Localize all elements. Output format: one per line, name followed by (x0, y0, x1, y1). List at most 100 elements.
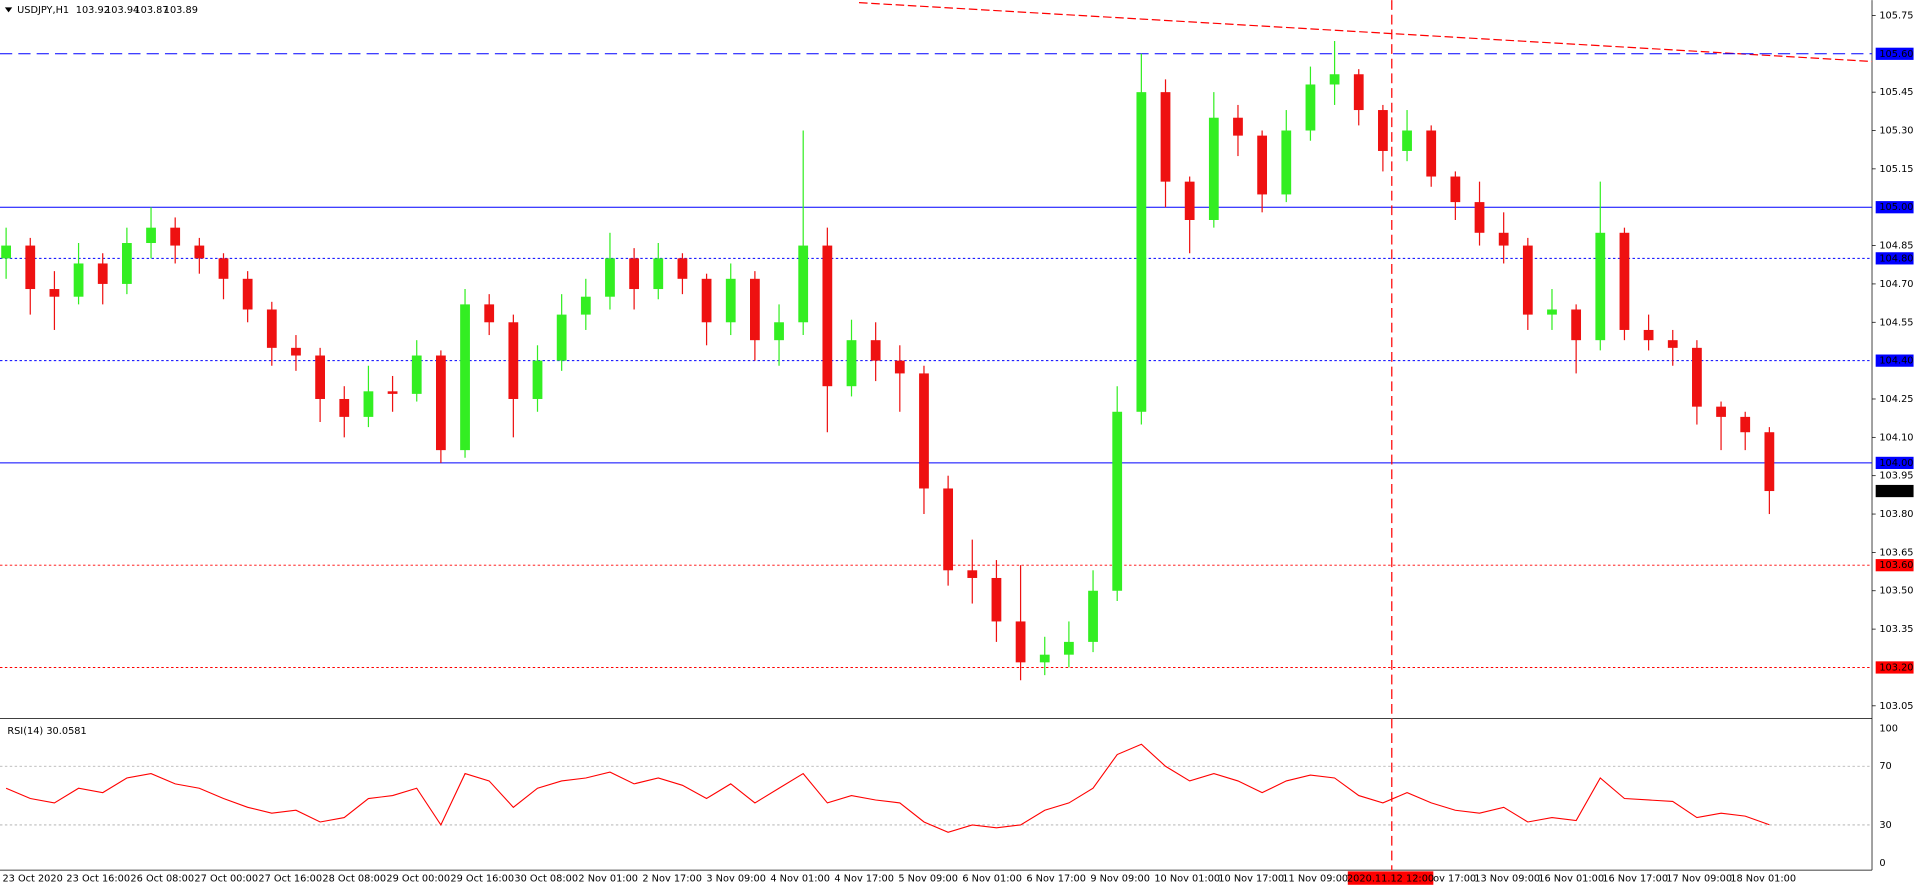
x-tick-label: 18 Nov 01:00 (1730, 874, 1796, 885)
candle-body (49, 289, 60, 297)
candle-body (1160, 92, 1171, 182)
x-tick-label: 6 Nov 01:00 (962, 874, 1022, 885)
collapse-icon[interactable] (4, 7, 13, 13)
header-value: 103.92 (76, 5, 110, 16)
candle-body (1426, 130, 1437, 177)
x-tick-label: 28 Oct 08:00 (322, 874, 386, 885)
candle-body (653, 258, 664, 290)
candle-body (919, 373, 929, 489)
y-tick-label: 104.55 (1879, 317, 1913, 328)
rsi-line (5, 743, 1770, 833)
candle-body (1015, 621, 1026, 663)
x-tick-label: 29 Oct 00:00 (386, 874, 450, 885)
candle-body (121, 243, 132, 284)
candle-body (1474, 202, 1485, 233)
candle-body (774, 322, 784, 341)
candle-body (991, 577, 1002, 622)
candle-body (870, 340, 881, 361)
x-tick-label: 2 Nov 17:00 (642, 874, 702, 885)
candle-body (73, 263, 84, 297)
candle-body (894, 360, 905, 374)
x-tick-label: 26 Oct 08:00 (130, 874, 194, 885)
y-tick-label: 103.35 (1879, 624, 1913, 635)
candle-body (1595, 232, 1606, 341)
candle-body (1619, 232, 1630, 330)
x-tick-label: 11 Nov 09:00 (1282, 874, 1348, 885)
x-tick-label: 16 Nov 17:00 (1602, 874, 1668, 885)
x-tick-label: 4 Nov 01:00 (770, 874, 830, 885)
candle-body (1547, 309, 1557, 315)
y-tick-label: 103.50 (1879, 586, 1913, 597)
y-tick-label: 105.30 (1879, 126, 1913, 137)
level-label: 103.20 (1879, 662, 1913, 673)
candle-body (339, 398, 350, 417)
candle-body (967, 570, 978, 578)
y-tick-label: 105.75 (1879, 10, 1913, 21)
header-value: 103.94 (105, 5, 139, 16)
bid-label-box (1875, 484, 1914, 498)
candle-body (484, 304, 495, 323)
trendline (858, 2, 1873, 63)
candle-body (1716, 406, 1726, 417)
x-tick-label: 9 Nov 09:00 (1090, 874, 1150, 885)
candle-body (1039, 654, 1050, 663)
rsi-title: RSI(14) 30.0581 (7, 726, 86, 737)
candle-body (1184, 181, 1195, 221)
level-label-box (1875, 201, 1914, 214)
level-label: 104.80 (1879, 253, 1913, 264)
time-marker-label: 2020.11.12 12:00 (1347, 874, 1434, 885)
candle-body (460, 304, 470, 451)
candle-body (822, 245, 833, 387)
bid-label: 103.89 (1879, 486, 1913, 497)
level-label-box (1875, 456, 1914, 470)
level-label-box (1875, 47, 1914, 60)
candle-body (1088, 590, 1098, 642)
candle-body (97, 263, 108, 284)
y-tick-label: 103.95 (1879, 471, 1913, 482)
candle-body (556, 314, 567, 361)
x-tick-label: 27 Oct 00:00 (194, 874, 258, 885)
x-tick-label: 12 Nov 17:00 (1410, 874, 1476, 885)
candle-body (943, 488, 954, 571)
y-tick-label: 103.80 (1879, 509, 1913, 520)
candle-body (1498, 232, 1509, 246)
x-tick-label: 16 Nov 01:00 (1538, 874, 1604, 885)
level-label-box (1875, 661, 1914, 674)
level-label-box (1875, 252, 1914, 265)
candle-body (315, 355, 326, 399)
level-label: 105.60 (1879, 49, 1913, 60)
y-tick-label: 100 (1879, 723, 1898, 734)
candle-body (1329, 74, 1340, 85)
y-tick-label: 30 (1879, 820, 1891, 831)
candle-body (1233, 117, 1243, 136)
x-tick-label: 23 Oct 16:00 (66, 874, 130, 885)
symbol-title: USDJPY,H1 (17, 5, 69, 16)
candle-body (1450, 176, 1461, 203)
candle-body (1257, 135, 1268, 195)
candle-body (242, 278, 253, 310)
candle-body (1, 245, 11, 259)
candle-body (1764, 432, 1775, 492)
x-tick-label: 10 Nov 17:00 (1218, 874, 1284, 885)
candle-body (218, 258, 229, 279)
y-tick-label: 103.05 (1879, 701, 1913, 712)
candle-body (1692, 347, 1702, 407)
x-tick-label: 13 Nov 09:00 (1474, 874, 1540, 885)
y-tick-label: 104.10 (1879, 432, 1913, 443)
x-tick-label: 4 Nov 17:00 (834, 874, 894, 885)
candle-body (387, 391, 398, 394)
candle-body (1136, 92, 1147, 412)
x-tick-label: 10 Nov 01:00 (1154, 874, 1220, 885)
candle-body (629, 258, 640, 290)
y-tick-label: 104.25 (1879, 394, 1913, 405)
x-tick-label: 17 Nov 09:00 (1666, 874, 1732, 885)
x-tick-label: 2 Nov 01:00 (578, 874, 638, 885)
header-value: 103.87 (134, 5, 168, 16)
x-tick-label: 29 Oct 16:00 (450, 874, 514, 885)
candle-body (1378, 110, 1388, 151)
candle-body (1353, 74, 1364, 111)
x-tick-label: 6 Nov 17:00 (1026, 874, 1086, 885)
time-marker-box (1347, 871, 1434, 885)
